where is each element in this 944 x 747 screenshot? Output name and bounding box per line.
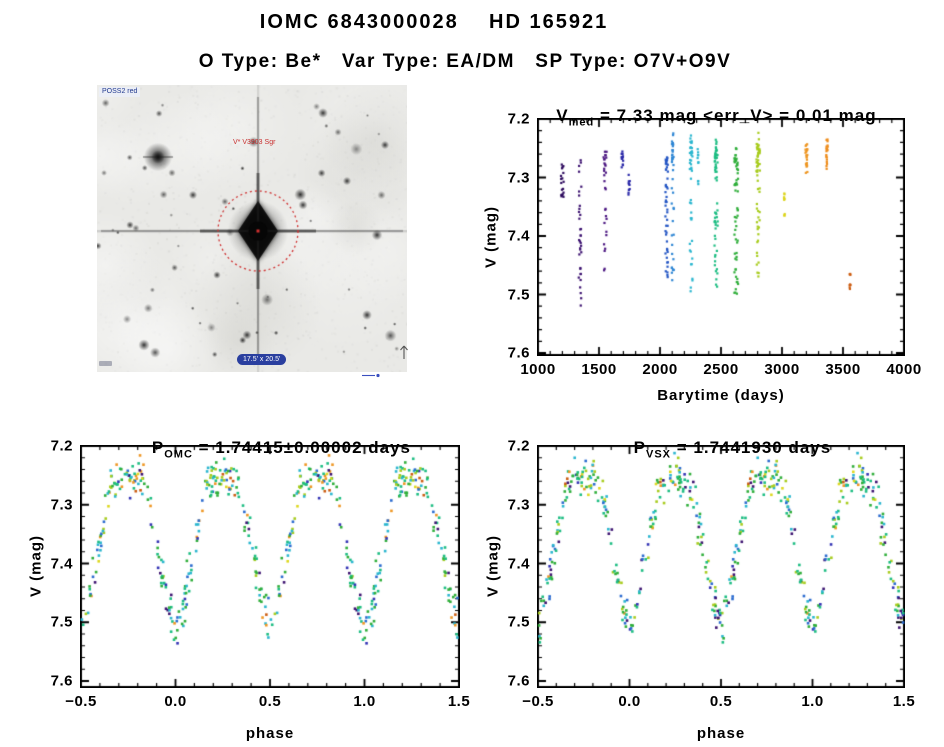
y-tick-label: 7.4 [50,555,73,572]
x-tick-label: 0.0 [164,693,187,710]
page-subtitle: O Type: Be* Var Type: EA/DM SP Type: O7V… [198,51,732,72]
x-tick-label: 0.5 [258,693,282,710]
x-tick-label: 1500 [581,361,617,378]
y-tick-label: 7.4 [507,555,530,572]
y-tick-label: 7.6 [50,672,73,690]
phase_vsx-canvas [537,445,905,688]
phase-vsx-x-axis-label: phase [696,725,746,742]
x-tick-label: −0.5 [65,693,97,710]
y-tick-label: 7.6 [507,672,530,690]
x-tick-label: 1.0 [801,693,824,710]
x-tick-label: 3000 [764,361,800,378]
y-tick-label: 7.3 [50,496,73,514]
x-tick-label: 1.5 [892,693,916,710]
x-tick-label: 2000 [642,361,678,378]
y-tick-label: 7.2 [50,437,73,455]
x-tick-label: 1.5 [447,693,471,710]
y-tick-label: 7.3 [507,169,530,186]
x-tick-label: 0.5 [709,693,733,710]
phase-omc-y-axis-label: V (mag) [27,534,45,598]
compass-east-icon [361,366,381,384]
y-tick-label: 7.3 [507,496,530,514]
field-size-label: 17.5' x 20.5' [237,354,287,365]
compass-north-icon [397,343,411,366]
y-tick-label: 7.5 [507,613,530,631]
y-tick-label: 7.2 [507,437,530,455]
corner-annotation [99,361,112,366]
timeseries-x-axis-label: Barytime (days) [657,387,785,404]
x-tick-label: 1.0 [353,693,376,710]
y-tick-label: 7.5 [50,613,73,631]
y-tick-label: 7.4 [507,227,530,245]
page-title: IOMC 6843000028 HD 165921 [259,11,609,33]
survey-label: POSS2 red [99,87,141,97]
finder-chart: POSS2 red V* V3903 Sgr 17.5' x 20.5' [97,85,408,378]
x-tick-label: 2500 [703,361,739,378]
x-tick-label: 1000 [520,361,556,378]
star-name-label: V* V3903 Sgr [233,139,276,146]
phase-vsx-y-axis-label: V (mag) [484,534,502,598]
timeseries-canvas [537,118,905,356]
x-tick-label: −0.5 [522,693,554,710]
x-tick-label: 0.0 [618,693,641,710]
y-tick-label: 7.5 [507,286,530,303]
timeseries-y-axis-label: V (mag) [482,205,500,269]
x-tick-label: 4000 [886,361,922,378]
y-tick-label: 7.6 [507,344,530,362]
phase_omc-canvas [80,445,460,688]
finder-canvas [97,85,407,372]
phase-omc-x-axis-label: phase [245,725,295,742]
title-variable: V [556,106,569,125]
x-tick-label: 3500 [825,361,861,378]
